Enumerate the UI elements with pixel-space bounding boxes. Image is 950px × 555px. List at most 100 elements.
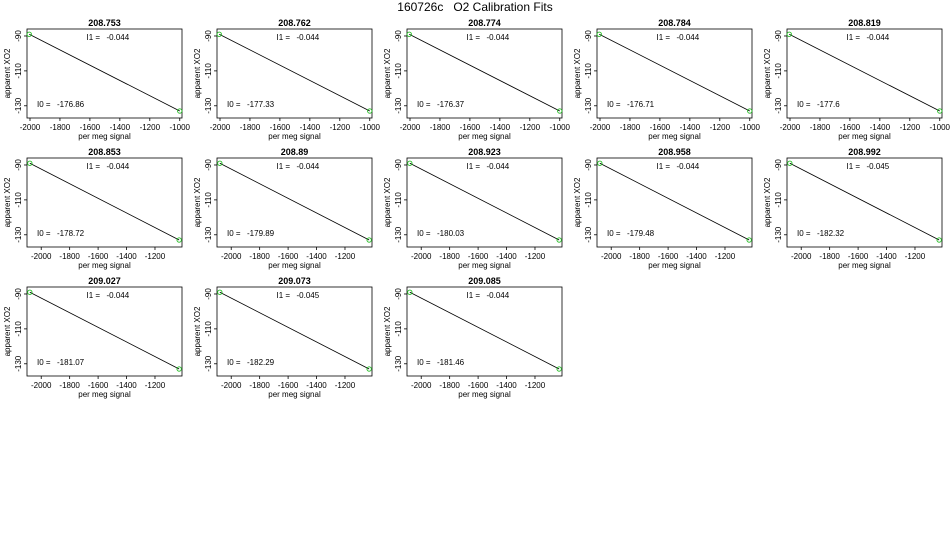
x-tick-label: -1200 [905, 252, 926, 261]
i0-value: -177.33 [247, 100, 275, 109]
i1-label: I1 = [467, 291, 481, 300]
y-axis-label: apparent XO2 [383, 177, 392, 227]
i0-label: I0 = [417, 358, 431, 367]
panel-title: 208.853 [88, 147, 121, 157]
panel-title: 209.027 [88, 276, 121, 286]
x-tick-label: -1400 [300, 123, 321, 132]
i0-label: I0 = [37, 358, 51, 367]
y-tick-label: -110 [204, 63, 213, 79]
x-tick-label: -2000 [601, 252, 622, 261]
data-point [176, 366, 182, 372]
x-tick-label: -2000 [590, 123, 611, 132]
data-point [27, 160, 33, 166]
x-tick-label: -1600 [460, 123, 481, 132]
x-tick-label: -2000 [411, 252, 432, 261]
y-tick-label: -90 [394, 288, 403, 300]
i1-value: -0.045 [867, 162, 890, 171]
y-tick-label: -90 [14, 159, 23, 171]
i1-value: -0.044 [487, 291, 510, 300]
x-tick-label: -1600 [80, 123, 101, 132]
data-point [26, 31, 32, 37]
plot-frame [406, 286, 563, 377]
i1-label: I1 = [277, 162, 291, 171]
y-axis-label: apparent XO2 [193, 48, 202, 98]
x-tick-label: -1800 [59, 252, 80, 261]
data-point [786, 31, 792, 37]
i0-value: -182.29 [247, 358, 275, 367]
y-tick-label: -90 [584, 30, 593, 42]
y-axis-label: apparent XO2 [193, 177, 202, 227]
y-tick-label: -110 [394, 321, 403, 337]
fit-line [599, 33, 750, 112]
x-tick-label: -1600 [468, 381, 489, 390]
x-tick-label: -1600 [88, 381, 109, 390]
y-tick-label: -90 [204, 30, 213, 42]
y-tick-label: -130 [14, 97, 23, 114]
x-tick-label: -1600 [840, 123, 861, 132]
i0-value: -180.03 [437, 229, 465, 238]
y-tick-label: -90 [394, 30, 403, 42]
x-tick-label: -2000 [780, 123, 801, 132]
y-tick-label: -110 [204, 321, 213, 337]
y-tick-label: -130 [204, 355, 213, 372]
x-tick-label: -1800 [249, 252, 270, 261]
x-tick-label: -1600 [658, 252, 679, 261]
i1-value: -0.044 [107, 162, 130, 171]
panel-title: 208.992 [848, 147, 881, 157]
x-tick-label: -1800 [240, 123, 261, 132]
panel-title: 208.923 [468, 147, 501, 157]
i1-value: -0.044 [677, 162, 700, 171]
i0-label: I0 = [227, 358, 241, 367]
i0-value: -181.46 [437, 358, 465, 367]
fit-line [409, 33, 560, 112]
y-tick-label: -130 [774, 97, 783, 114]
x-axis-label: per meg signal [838, 132, 891, 141]
data-point [216, 31, 222, 37]
x-tick-label: -1000 [550, 123, 571, 132]
plot-frame [786, 28, 943, 119]
x-tick-label: -1200 [710, 123, 731, 132]
x-tick-label: -1600 [650, 123, 671, 132]
data-point [746, 237, 752, 243]
data-point [217, 160, 223, 166]
y-tick-label: -90 [14, 30, 23, 42]
x-tick-label: -1800 [439, 381, 460, 390]
data-point [937, 108, 943, 114]
data-point [787, 160, 793, 166]
x-axis-label: per meg signal [458, 390, 511, 399]
x-tick-label: -1400 [686, 252, 707, 261]
panel-title: 209.073 [278, 276, 311, 286]
x-tick-label: -1200 [900, 123, 921, 132]
panel-208.819: 208.819 -2000 -1800 -1600 -1400 -1200 -1000 per… [763, 18, 950, 141]
i1-label: I1 = [847, 162, 861, 171]
panel-title: 209.085 [468, 276, 501, 286]
data-point [936, 237, 942, 243]
x-tick-label: -1600 [848, 252, 869, 261]
x-tick-label: -1200 [145, 381, 166, 390]
i1-value: -0.044 [107, 291, 130, 300]
y-tick-label: -90 [204, 288, 213, 300]
x-axis-label: per meg signal [78, 261, 131, 270]
fit-line [409, 162, 560, 241]
panel-title: 208.958 [658, 147, 691, 157]
y-tick-label: -130 [394, 97, 403, 114]
x-tick-label: -1400 [116, 252, 137, 261]
i0-value: -179.48 [627, 229, 655, 238]
x-tick-label: -1200 [520, 123, 541, 132]
y-tick-label: -110 [774, 192, 783, 208]
x-tick-label: -1400 [496, 381, 517, 390]
x-axis-label: per meg signal [838, 261, 891, 270]
plot-frame [786, 157, 943, 248]
i0-value: -176.86 [57, 100, 85, 109]
data-point [407, 289, 413, 295]
i1-label: I1 = [657, 162, 671, 171]
x-tick-label: -1800 [430, 123, 451, 132]
data-point [217, 289, 223, 295]
i0-label: I0 = [797, 229, 811, 238]
x-tick-label: -1200 [715, 252, 736, 261]
i0-label: I0 = [37, 229, 51, 238]
x-tick-label: -1400 [680, 123, 701, 132]
x-tick-label: -2000 [221, 252, 242, 261]
x-tick-label: -1600 [270, 123, 291, 132]
